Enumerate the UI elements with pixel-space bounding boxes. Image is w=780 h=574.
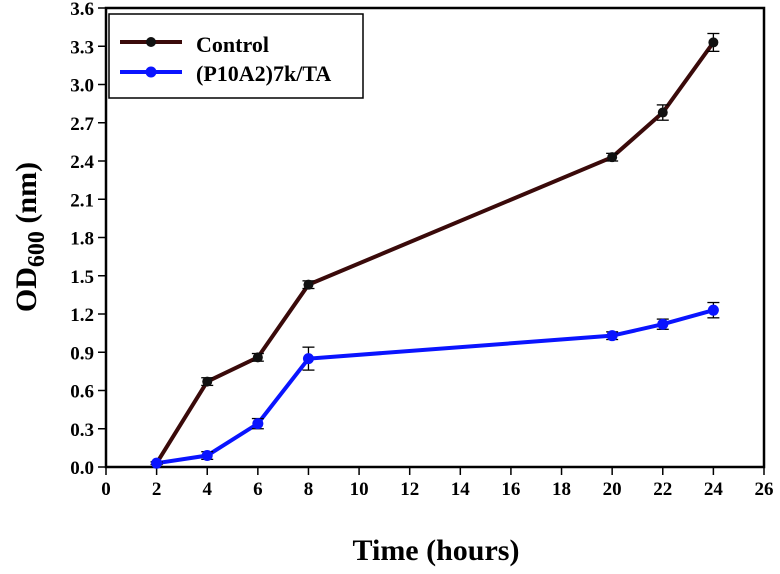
y-tick-label: 0.9 — [70, 343, 94, 364]
data-point — [707, 304, 719, 316]
x-tick-label: 14 — [451, 479, 471, 500]
series-line-0 — [154, 41, 716, 465]
axes: 0 2 4 6 8 10 12 14 16 18 20 22 24 260.00.30.60.91.21.… — [70, 0, 773, 500]
y-tick-label: 0.6 — [70, 382, 94, 403]
y-tick-label: 1.2 — [70, 305, 94, 326]
x-tick-label: 2 — [152, 479, 162, 500]
y-tick-label: 0.0 — [70, 458, 94, 479]
data-point — [252, 352, 263, 363]
data-point — [607, 152, 618, 163]
y-axis-label-sub: 600 — [24, 231, 50, 267]
data-point — [201, 450, 213, 462]
data-point — [657, 318, 669, 330]
y-tick-label: 2.7 — [70, 114, 94, 135]
x-tick-label: 0 — [101, 479, 111, 500]
data-point — [606, 330, 618, 342]
y-tick-label: 1.8 — [70, 229, 94, 250]
series-line-1 — [156, 308, 714, 466]
legend-box — [108, 13, 364, 99]
x-tick-label: 26 — [755, 479, 774, 500]
x-axis-label: Time (hours) — [353, 534, 520, 567]
legend-label-treatment: (P10A2)7k/TA — [196, 61, 331, 86]
data-point — [657, 107, 668, 118]
y-axis-label-main: OD — [10, 267, 43, 312]
y-axis-label-unit: (nm) — [10, 162, 43, 231]
y-tick-label: 2.4 — [70, 152, 94, 173]
x-tick-label: 4 — [202, 479, 212, 500]
y-axis-label: OD600 (nm) — [10, 162, 50, 312]
legend-label-control: Control — [196, 32, 269, 57]
x-tick-label: 16 — [501, 479, 520, 500]
data-point — [202, 376, 213, 387]
legend: Control (P10A2)7k/TA — [108, 13, 364, 99]
data-point — [708, 37, 719, 48]
x-tick-label: 22 — [653, 479, 672, 500]
x-tick-label: 10 — [350, 479, 369, 500]
y-tick-label: 1.5 — [70, 267, 94, 288]
x-tick-label: 24 — [704, 479, 724, 500]
y-tick-label: 0.3 — [70, 420, 94, 441]
data-point — [151, 457, 163, 469]
y-tick-label: 3.0 — [70, 76, 94, 97]
y-tick-label: 3.3 — [70, 37, 94, 58]
x-tick-label: 20 — [603, 479, 622, 500]
data-point — [303, 279, 314, 290]
series-group — [150, 32, 720, 469]
x-tick-label: 18 — [552, 479, 571, 500]
data-point — [252, 418, 264, 430]
legend-marker-control — [146, 37, 156, 47]
legend-marker-treatment — [145, 66, 157, 78]
x-tick-label: 12 — [400, 479, 419, 500]
data-point — [302, 353, 314, 365]
x-tick-label: 6 — [253, 479, 263, 500]
x-tick-label: 8 — [304, 479, 314, 500]
y-tick-label: 3.6 — [70, 0, 94, 20]
y-tick-label: 2.1 — [70, 190, 94, 211]
